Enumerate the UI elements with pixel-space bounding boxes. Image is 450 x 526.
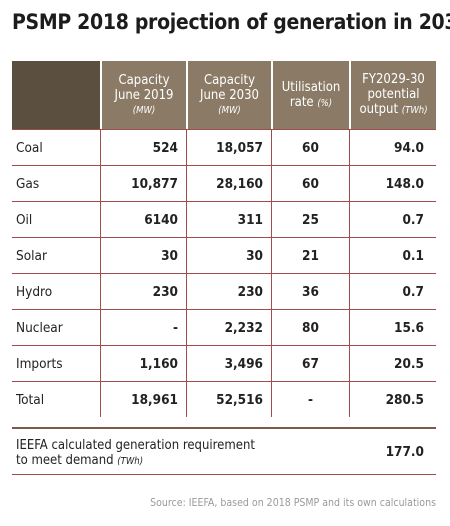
table-row: Coal 524 18,057 60 94.0 xyxy=(12,129,436,165)
row-label: Coal xyxy=(16,139,43,156)
table-row: Total 18,961 52,516-280.5 xyxy=(12,381,436,417)
table-cell-cap2019: 10,877 xyxy=(100,166,186,201)
header-capacity-2019-line1: Capacity xyxy=(118,72,170,88)
header-output-unit: (TWh) xyxy=(401,105,428,116)
table-cell-cap2019: 30 xyxy=(100,238,186,273)
header-utilisation-rate-text: rate xyxy=(289,94,314,110)
table-cell-util: 60 xyxy=(271,166,349,201)
header-capacity-2019-unit: (MW) xyxy=(132,104,156,116)
row-label: Oil xyxy=(16,211,33,228)
table-cell-util: 25 xyxy=(271,202,349,237)
table-row: Gas 10,877 28,160 60 148.0 xyxy=(12,165,436,201)
table-cell-cap2019: 6140 xyxy=(100,202,186,237)
chart-title: PSMP 2018 projection of generation in 20… xyxy=(12,10,450,34)
source-note: Source: IEEFA, based on 2018 PSMP and it… xyxy=(150,497,436,509)
table-cell-output: 0.7 xyxy=(349,274,436,309)
table-cell-output: 148.0 xyxy=(349,166,436,201)
header-capacity-2030-unit: (MW) xyxy=(218,104,241,116)
table-cell-util: 80 xyxy=(271,310,349,345)
header-output: FY2029-30 potential output (TWh) xyxy=(349,61,436,129)
table-row: Nuclear -2,232 80 15.6 xyxy=(12,309,436,345)
row-label: Hydro xyxy=(16,283,53,300)
table-cell-util: 67 xyxy=(271,346,349,381)
row-label: Imports xyxy=(16,355,63,372)
header-output-line1: FY2029-30 xyxy=(362,72,425,87)
table-cell-cap2030: 230 xyxy=(186,274,271,309)
table-cell-cap2030: 3,496 xyxy=(186,346,271,381)
table-cell-cap2030: 30 xyxy=(186,238,271,273)
requirement-label-line1: IEEFA calculated generation requirement xyxy=(16,438,255,453)
table-cell-cap2030: 2,232 xyxy=(186,310,271,345)
table-cell-cap2019: - xyxy=(100,310,186,345)
table-cell-output: 280.5 xyxy=(349,382,436,417)
header-blank-cell xyxy=(12,61,100,129)
table-cell-cap2030: 28,160 xyxy=(186,166,271,201)
table-cell-cap2019: 524 xyxy=(100,130,186,165)
table-cell-output: 15.6 xyxy=(349,310,436,345)
requirement-row: IEEFA calculated generation requirement … xyxy=(12,427,436,475)
header-capacity-2030-line2: June 2030 xyxy=(200,87,259,103)
header-utilisation: Utilisation rate (%) xyxy=(271,61,349,129)
table-cell-cap2030: 52,516 xyxy=(186,382,271,417)
table-cell-util: 36 xyxy=(271,274,349,309)
table-row: Imports 1,160 3,496 67 20.5 xyxy=(12,345,436,381)
table-row: Hydro 230 230 36 0.7 xyxy=(12,273,436,309)
row-label: Solar xyxy=(16,247,47,264)
table-row: Solar 30 30 21 0.1 xyxy=(12,237,436,273)
header-utilisation-unit: (%) xyxy=(317,97,333,109)
header-capacity-2030: Capacity June 2030 (MW) xyxy=(186,61,271,129)
header-capacity-2019-line2: June 2019 xyxy=(114,87,174,103)
requirement-value: 177.0 xyxy=(385,444,424,460)
row-label: Gas xyxy=(16,175,40,192)
header-output-line3: output (TWh) xyxy=(359,102,427,118)
table-cell-output: 20.5 xyxy=(349,346,436,381)
table-cell-util: 60 xyxy=(271,130,349,165)
header-capacity-2019: Capacity June 2019 (MW) xyxy=(100,61,186,129)
table-cell-cap2019: 18,961 xyxy=(100,382,186,417)
table-cell-cap2030: 18,057 xyxy=(186,130,271,165)
generation-table: Capacity June 2019 (MW) Capacity June 20… xyxy=(12,61,436,417)
row-label: Nuclear xyxy=(16,319,63,336)
header-output-text: output xyxy=(359,102,399,117)
requirement-unit: (TWh) xyxy=(117,456,144,467)
requirement-label: IEEFA calculated generation requirement … xyxy=(16,438,316,469)
table-cell-cap2030: 311 xyxy=(186,202,271,237)
header-output-line2: potential xyxy=(367,87,420,102)
table-cell-output: 94.0 xyxy=(349,130,436,165)
table-header: Capacity June 2019 (MW) Capacity June 20… xyxy=(12,61,436,129)
table-cell-output: 0.7 xyxy=(349,202,436,237)
table-cell-util: 21 xyxy=(271,238,349,273)
table-cell-cap2019: 230 xyxy=(100,274,186,309)
table-cell-util: - xyxy=(271,382,349,417)
requirement-label-line2: to meet demand xyxy=(16,453,114,468)
table-cell-output: 0.1 xyxy=(349,238,436,273)
row-label: Total xyxy=(16,391,45,408)
table-cell-cap2019: 1,160 xyxy=(100,346,186,381)
header-utilisation-line1: Utilisation xyxy=(281,79,341,95)
table-row: Oil 6140 311 25 0.7 xyxy=(12,201,436,237)
header-utilisation-line2: rate (%) xyxy=(290,95,332,111)
header-capacity-2030-line1: Capacity xyxy=(203,72,256,88)
table-body: Coal 524 18,057 60 94.0 Gas 10,877 28,160 60 148.… xyxy=(12,129,436,417)
